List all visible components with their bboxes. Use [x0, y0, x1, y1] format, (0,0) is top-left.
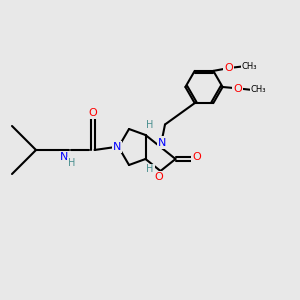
Text: N: N — [60, 152, 69, 163]
Text: O: O — [233, 83, 242, 94]
Text: O: O — [154, 172, 164, 182]
Text: O: O — [224, 63, 233, 73]
Text: H: H — [146, 164, 154, 175]
Text: H: H — [68, 158, 76, 168]
Text: H: H — [146, 119, 154, 130]
Text: O: O — [192, 152, 201, 163]
Text: N: N — [158, 137, 166, 148]
Text: CH₃: CH₃ — [251, 85, 266, 94]
Text: O: O — [88, 107, 98, 118]
Text: N: N — [113, 142, 121, 152]
Text: CH₃: CH₃ — [242, 62, 257, 71]
